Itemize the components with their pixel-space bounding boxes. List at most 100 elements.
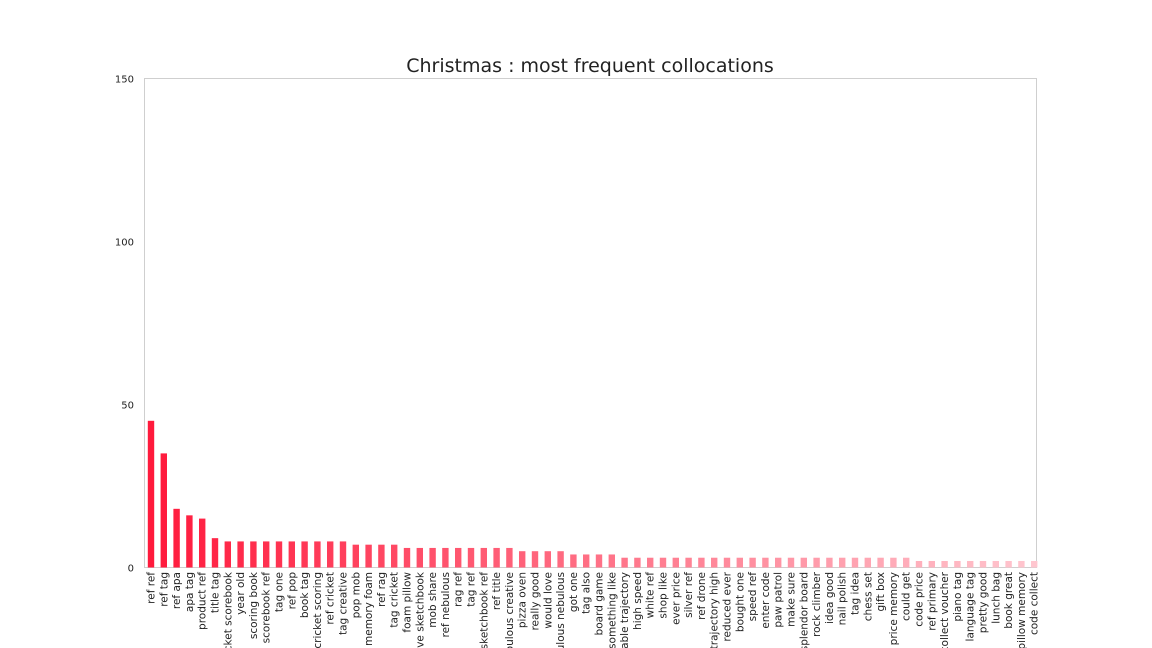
bar — [327, 541, 334, 568]
bar — [378, 544, 385, 568]
x-tick-label: splendor board — [798, 572, 810, 648]
x-tick-label: rock climber — [811, 571, 823, 637]
x-tick-label: shop like — [658, 572, 670, 619]
x-tick-label: chess set — [862, 572, 874, 621]
x-tick-label: something like — [606, 572, 618, 648]
x-tick-label: pillow memory — [1016, 572, 1028, 648]
x-tick-label: pretty good — [978, 572, 990, 633]
x-tick-label: reduced ever — [722, 571, 734, 641]
x-tick-label: gift box — [875, 572, 887, 612]
x-tick-label: got one — [568, 572, 580, 612]
y-tick-label: 0 — [128, 564, 134, 575]
x-tick-label: make sure — [786, 572, 798, 627]
x-tick-label: nail polish — [837, 572, 849, 625]
x-tick-label: book tag — [299, 572, 311, 618]
bar — [864, 557, 871, 568]
bar — [659, 557, 667, 568]
bar — [199, 518, 206, 568]
x-tick-label: product ref — [197, 572, 209, 630]
x-tick-label: really good — [530, 572, 542, 631]
x-tick-label: ever price — [670, 572, 682, 625]
bar — [813, 557, 820, 568]
bar — [519, 551, 526, 568]
bar — [531, 551, 539, 568]
x-tick-label: rag ref — [453, 572, 465, 607]
bar — [506, 547, 513, 568]
x-tick-label: ref rag — [376, 572, 388, 607]
bar — [634, 557, 641, 568]
bar — [237, 541, 244, 568]
x-tick-label: tag cricket — [389, 572, 401, 628]
bar — [1018, 560, 1025, 568]
bar — [890, 557, 897, 568]
x-tick-label: sketchbook ref — [478, 572, 490, 648]
x-tick-label: speed ref — [747, 572, 759, 622]
bar — [557, 551, 564, 568]
bar — [877, 557, 884, 568]
x-tick-label: foam pillow — [402, 572, 414, 633]
bar — [493, 547, 500, 568]
bar — [736, 557, 743, 568]
x-tick-label: apa tag — [184, 572, 196, 612]
bar — [570, 554, 577, 568]
x-tick-label: pop mob — [350, 572, 362, 619]
x-tick-label: ref primary — [926, 572, 938, 631]
x-tick-label: book great — [1003, 572, 1015, 629]
x-axis: ref ref ref tag ref apa apa tag product ref t… — [146, 571, 1041, 648]
bar — [608, 554, 615, 568]
bar — [160, 453, 167, 568]
bar — [224, 541, 231, 568]
x-tick-label: bought one — [734, 572, 746, 632]
x-tick-label: price memory — [888, 572, 900, 645]
bar — [391, 544, 398, 568]
bar — [416, 547, 423, 568]
x-tick-label: tag also — [581, 572, 593, 614]
x-tick-label: collect voucher — [939, 571, 951, 648]
bar — [403, 547, 411, 568]
chart-title: Christmas : most frequent collocations — [406, 55, 774, 77]
bar — [647, 557, 654, 568]
x-tick-label: tag one — [274, 572, 286, 612]
x-tick-label: cricket scorebook — [222, 571, 234, 648]
bar — [275, 541, 283, 568]
bar — [1005, 560, 1012, 568]
x-tick-label: tag creative — [338, 572, 350, 635]
bar — [928, 560, 935, 568]
bar — [583, 554, 590, 568]
x-tick-label: would love — [542, 572, 554, 629]
x-tick-label: ref apa — [171, 572, 183, 609]
bar — [263, 541, 270, 568]
bar — [851, 557, 859, 568]
x-tick-label: code price — [914, 572, 926, 627]
x-tick-label: could get — [901, 572, 913, 621]
bar — [723, 557, 731, 568]
x-tick-label: code collect — [1029, 572, 1041, 635]
x-tick-label: creative sketchbook — [414, 571, 426, 648]
x-tick-label: nebulous nebulous — [555, 572, 567, 648]
bar — [915, 560, 923, 568]
bar — [250, 541, 257, 568]
bar — [1031, 560, 1038, 568]
bar — [147, 420, 155, 568]
bars — [147, 420, 1038, 568]
x-tick-label: nebulous creative — [504, 572, 516, 648]
bar — [839, 557, 846, 568]
bar — [211, 538, 219, 568]
bar — [787, 557, 795, 568]
x-tick-label: mob share — [427, 572, 439, 628]
bar — [173, 508, 180, 568]
x-tick-label: scoring book — [248, 571, 260, 639]
bar — [544, 551, 551, 568]
bar — [429, 547, 436, 568]
bar — [352, 544, 359, 568]
x-tick-label: ref cricket — [325, 572, 337, 625]
y-tick-label: 50 — [121, 401, 134, 412]
bar — [903, 557, 910, 568]
bar — [339, 541, 347, 568]
x-tick-label: ref tag — [158, 572, 170, 607]
bar — [992, 560, 999, 568]
bar — [749, 557, 756, 568]
x-tick-label: cricket scoring — [312, 572, 324, 648]
x-tick-label: language tag — [965, 572, 977, 641]
